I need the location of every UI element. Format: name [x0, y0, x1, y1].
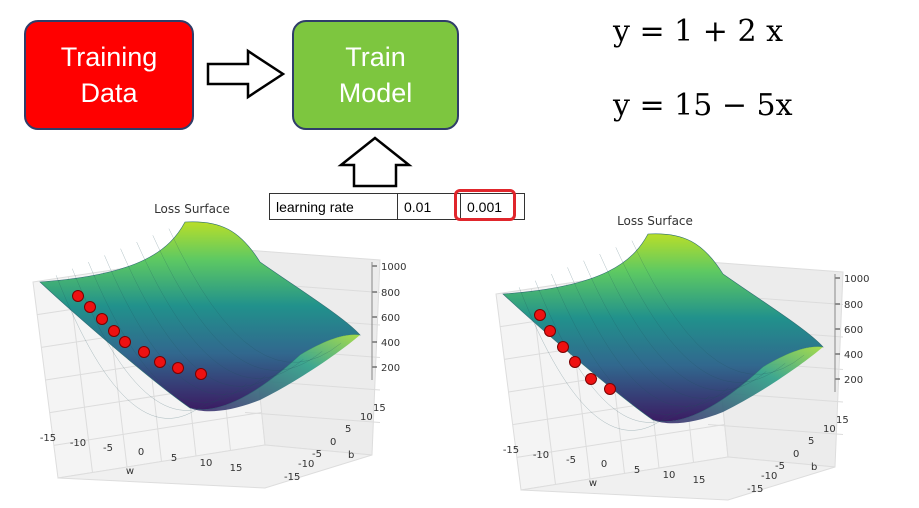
w-tick-label: 0 [138, 447, 144, 458]
training-data-label: Training Data [60, 42, 158, 108]
descent-step-marker [544, 325, 556, 337]
descent-step-marker [72, 290, 84, 302]
w-tick-label: 5 [634, 465, 640, 476]
loss-surface-front [190, 334, 360, 412]
b-tick-label: 15 [836, 415, 849, 426]
up-arrow-icon [337, 136, 413, 188]
z-tick-label: 200 [844, 375, 863, 386]
descent-step-marker [604, 383, 616, 395]
b-tick-label: -10 [298, 459, 314, 470]
equation-2: y = 15 − 5x [613, 88, 793, 123]
descent-step-marker [195, 368, 207, 380]
b-tick-label: 10 [360, 412, 373, 423]
z-tick-label: 200 [381, 363, 400, 374]
b-axis-label: b [811, 462, 817, 473]
w-tick-label: -10 [70, 438, 86, 449]
z-tick-label: 400 [844, 350, 863, 361]
descent-step-marker [84, 301, 96, 313]
selected-learning-rate-highlight [454, 189, 516, 221]
descent-step-marker [172, 362, 184, 374]
b-axis-label: b [348, 450, 354, 461]
b-tick-label: 0 [793, 449, 799, 460]
b-tick-label: -5 [775, 461, 785, 472]
w-axis-label: w [126, 466, 134, 477]
descent-step-marker [96, 313, 108, 325]
descent-step-marker [138, 346, 150, 358]
descent-step-marker [585, 373, 597, 385]
learning-rate-table: learning rate 0.01 0.001 [269, 193, 525, 220]
training-data-box: Training Data [24, 20, 194, 130]
b-tick-label: 5 [808, 436, 814, 447]
equation-1: y = 1 + 2 x [613, 14, 783, 49]
b-tick-label: 5 [345, 424, 351, 435]
b-tick-label: -15 [284, 472, 300, 483]
descent-step-marker [534, 309, 546, 321]
w-tick-label: 0 [601, 459, 607, 470]
train-model-label: Train Model [338, 42, 413, 108]
descent-step-marker [108, 325, 120, 337]
z-tick-label: 600 [844, 325, 863, 336]
w-tick-label: 15 [693, 475, 706, 486]
descent-step-marker [569, 356, 581, 368]
z-tick-label: 1000 [381, 262, 406, 273]
w-tick-label: -10 [533, 450, 549, 461]
b-tick-label: 15 [373, 403, 386, 414]
descent-step-marker [119, 336, 131, 348]
b-tick-label: 10 [823, 424, 836, 435]
w-tick-label: -5 [103, 443, 113, 454]
w-axis-label: w [589, 478, 597, 489]
w-tick-label: -15 [503, 445, 519, 456]
w-tick-label: 10 [663, 470, 676, 481]
plot-title: Loss Surface [617, 214, 693, 228]
z-tick-label: 600 [381, 313, 400, 324]
b-tick-label: -10 [761, 471, 777, 482]
b-tick-label: -15 [747, 484, 763, 495]
z-tick-label: 800 [381, 288, 400, 299]
descent-step-marker [557, 341, 569, 353]
w-tick-label: 5 [171, 453, 177, 464]
w-tick-label: 10 [200, 458, 213, 469]
w-tick-label: -15 [40, 433, 56, 444]
b-tick-label: -5 [312, 449, 322, 460]
z-tick-label: 400 [381, 338, 400, 349]
b-tick-label: 0 [330, 437, 336, 448]
right-arrow-icon [206, 48, 286, 100]
train-model-box: Train Model [292, 20, 459, 130]
loss-surface-front [653, 346, 823, 424]
learning-rate-label: learning rate [269, 193, 398, 220]
descent-step-marker [154, 356, 166, 368]
z-tick-label: 1000 [844, 274, 869, 285]
learning-rate-value-1: 0.01 [397, 193, 461, 220]
z-tick-label: 800 [844, 300, 863, 311]
w-tick-label: 15 [230, 463, 243, 474]
plot-title: Loss Surface [154, 202, 230, 216]
w-tick-label: -5 [566, 455, 576, 466]
